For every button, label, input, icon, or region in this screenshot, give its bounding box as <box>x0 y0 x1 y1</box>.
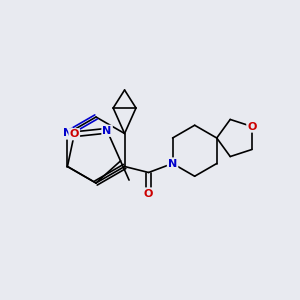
Text: N: N <box>63 128 72 139</box>
Text: N: N <box>168 158 177 169</box>
Text: N: N <box>103 126 112 136</box>
Text: O: O <box>247 122 257 131</box>
Text: O: O <box>144 188 153 199</box>
Text: O: O <box>70 129 79 139</box>
